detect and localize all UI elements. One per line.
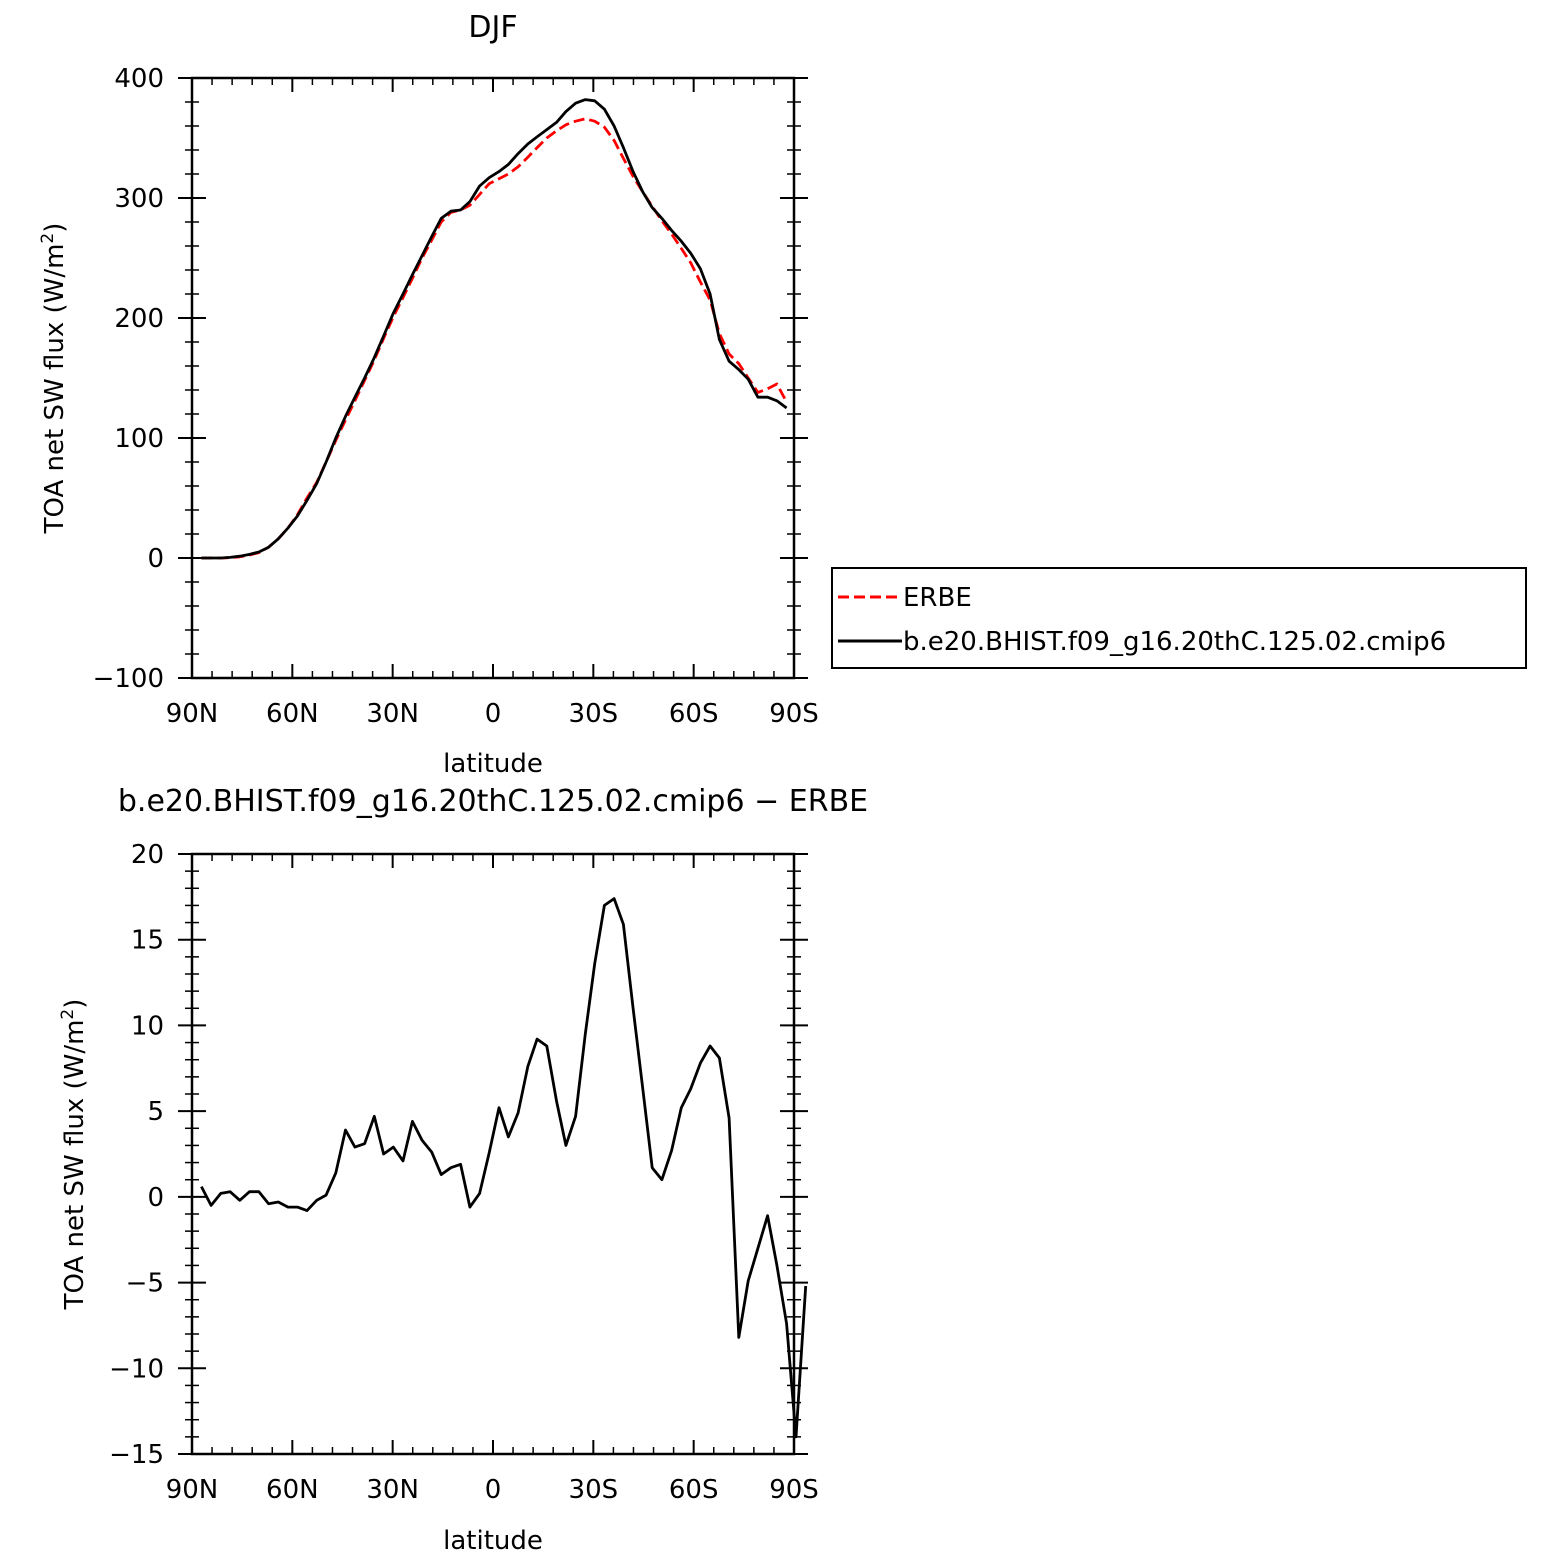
top-chart-panel: DJF 90N 60N 30N 0 30S 60S 90S −100 0 100 200 300 40… xyxy=(38,10,819,779)
top-chart-x-tick-labels: 90N 60N 30N 0 30S 60S 90S xyxy=(166,699,819,729)
bottom-chart-ticks xyxy=(178,853,808,1455)
bottom-chart-y-tick-label: 20 xyxy=(131,840,164,870)
bottom-chart-y-tick-label: −5 xyxy=(126,1269,164,1299)
top-chart-x-tick-label: 0 xyxy=(485,699,502,729)
bottom-chart-x-tick-label: 90S xyxy=(769,1475,819,1505)
top-chart-plot-frame xyxy=(190,76,796,680)
top-chart-series xyxy=(201,98,788,560)
bottom-chart-y-tick-label: −15 xyxy=(109,1440,164,1470)
top-chart-y-tick-label: −100 xyxy=(93,664,164,694)
bottom-chart-series xyxy=(200,897,808,1439)
bottom-chart-x-tick-label: 0 xyxy=(485,1475,502,1505)
top-chart-y-tick-label: 400 xyxy=(114,64,164,94)
legend-label-model: b.e20.BHIST.f09_g16.20thC.125.02.cmip6 xyxy=(903,627,1446,657)
bottom-chart-x-tick-labels: 90N 60N 30N 0 30S 60S 90S xyxy=(166,1475,819,1505)
bottom-chart-x-tick-label: 60S xyxy=(669,1475,719,1505)
bottom-chart-y-tick-label: −10 xyxy=(109,1354,164,1384)
top-chart-y-axis-label: TOA net SW flux (W/m2) xyxy=(38,223,70,535)
top-chart-x-tick-label: 30N xyxy=(366,699,419,729)
bottom-chart-x-tick-label: 60N xyxy=(266,1475,319,1505)
top-chart-title: DJF xyxy=(468,10,517,45)
legend-box xyxy=(831,567,1527,669)
top-chart-x-tick-label: 30S xyxy=(569,699,619,729)
bottom-chart-panel: b.e20.BHIST.f09_g16.20thC.125.02.cmip6 −… xyxy=(58,784,868,1556)
top-chart-x-tick-label: 90S xyxy=(769,699,819,729)
bottom-chart-y-tick-label: 5 xyxy=(147,1097,164,1127)
top-chart-x-tick-label: 60S xyxy=(669,699,719,729)
bottom-chart-title: b.e20.BHIST.f09_g16.20thC.125.02.cmip6 −… xyxy=(118,784,868,819)
bottom-chart-series-line-difference xyxy=(200,897,808,1439)
bottom-chart-y-tick-labels: −15 −10 −5 0 5 10 15 20 xyxy=(109,840,164,1470)
top-chart-y-tick-label: 200 xyxy=(114,304,164,334)
bottom-chart-y-axis-label: TOA net SW flux (W/m2) xyxy=(58,999,90,1311)
bottom-chart-x-tick-label: 90N xyxy=(166,1475,219,1505)
top-chart-x-tick-label: 60N xyxy=(266,699,319,729)
legend-label-erbe: ERBE xyxy=(903,583,972,613)
bottom-chart-x-tick-label: 30S xyxy=(569,1475,619,1505)
bottom-chart-x-axis-label: latitude xyxy=(443,1526,543,1556)
top-chart-x-axis-label: latitude xyxy=(443,749,543,779)
top-chart-y-tick-labels: −100 0 100 200 300 400 xyxy=(93,64,164,694)
legend: ERBE b.e20.BHIST.f09_g16.20thC.125.02.cm… xyxy=(831,567,1527,669)
top-chart-series-line-b-e20-bhist-f09-g16-20thc-125-02-cmip6 xyxy=(201,98,788,560)
top-chart-y-tick-label: 300 xyxy=(114,184,164,214)
top-chart-ticks xyxy=(178,77,808,679)
bottom-chart-plot-frame xyxy=(190,852,796,1456)
bottom-chart-y-tick-label: 0 xyxy=(147,1183,164,1213)
top-chart-y-tick-label: 100 xyxy=(114,424,164,454)
top-chart-x-tick-label: 90N xyxy=(166,699,219,729)
top-chart-y-tick-label: 0 xyxy=(147,544,164,574)
bottom-chart-y-tick-label: 10 xyxy=(131,1011,164,1041)
bottom-chart-x-tick-label: 30N xyxy=(366,1475,419,1505)
bottom-chart-y-tick-label: 15 xyxy=(131,926,164,956)
top-chart-series-line-erbe xyxy=(201,117,788,560)
